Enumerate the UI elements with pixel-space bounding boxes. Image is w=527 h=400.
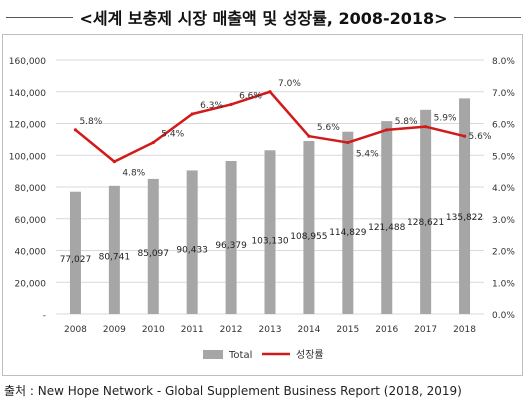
y-right-tick-label: 0.0% [492, 311, 515, 321]
y-right-tick-label: 4.0% [492, 184, 515, 194]
growth-value-label: 5.4% [356, 150, 379, 160]
y-left-tick-label: 140,000 [9, 89, 46, 99]
y-right-tick-label: 6.0% [492, 121, 515, 131]
x-tick-label: 2017 [414, 325, 437, 335]
growth-point [268, 90, 272, 94]
y-right-tick-label: 3.0% [492, 216, 515, 226]
title-rule-right [453, 16, 522, 18]
bar [186, 170, 198, 314]
bar [108, 185, 120, 314]
x-tick-label: 2013 [259, 325, 282, 335]
growth-point [424, 125, 428, 129]
growth-value-label: 7.0% [278, 79, 301, 89]
growth-point [190, 112, 194, 116]
x-tick-label: 2012 [220, 325, 243, 335]
x-tick-label: 2008 [64, 325, 87, 335]
bar [459, 98, 471, 315]
growth-value-label: 5.6% [469, 132, 492, 142]
y-left-tick-label: 80,000 [15, 184, 47, 194]
growth-value-label: 5.8% [395, 117, 418, 127]
chart-svg: - 20,000 40,000 60,000 80,000 100,000 120,000 1… [9, 57, 516, 361]
chart-title: <세계 보충제 시장 매출액 및 성장률, 2008-2018> [79, 9, 448, 28]
bar-value-label: 128,621 [407, 218, 444, 228]
legend-label-growth: 성장률 [296, 349, 324, 361]
growth-point [151, 140, 155, 145]
bar-value-label: 85,097 [138, 249, 170, 259]
y-left-tick-label: - [43, 311, 46, 321]
bar [69, 191, 81, 314]
growth-value-label: 5.9% [434, 114, 457, 124]
chart-frame [2, 34, 523, 376]
growth-point [73, 128, 78, 132]
x-tick-label: 2015 [336, 325, 359, 335]
bar-value-label: 135,822 [446, 213, 483, 223]
bar-value-label: 80,741 [99, 252, 131, 262]
bar-value-label: 108,955 [290, 232, 327, 242]
growth-point [346, 140, 350, 145]
growth-value-label: 6.6% [239, 91, 262, 101]
bar [147, 178, 159, 314]
bar [264, 150, 276, 314]
growth-value-label: 5.4% [161, 130, 184, 140]
title-rule-left [6, 16, 74, 18]
title-row: <세계 보충제 시장 매출액 및 성장률, 2008-2018> [0, 4, 527, 30]
x-tick-label: 2009 [103, 325, 126, 335]
x-tick-label: 2018 [453, 325, 476, 335]
x-tick-label: 2014 [297, 325, 320, 335]
y-left-tick-label: 20,000 [15, 279, 47, 289]
bar [381, 121, 393, 314]
y-left-tick-label: 160,000 [9, 57, 46, 67]
y-right-tick-label: 2.0% [492, 248, 515, 258]
bar-value-label: 90,433 [176, 245, 208, 255]
growth-value-label: 4.8% [122, 169, 145, 179]
y-left-tick-label: 120,000 [9, 121, 46, 131]
growth-point [307, 134, 311, 138]
growth-point [229, 102, 233, 107]
bar-value-label: 114,829 [329, 228, 366, 238]
y-left-tick-label: 40,000 [15, 248, 47, 258]
source-note: 출처 : New Hope Network - Global Supplemen… [4, 384, 462, 398]
legend-label-total: Total [228, 350, 252, 361]
growth-point [112, 160, 116, 164]
bar [303, 141, 315, 314]
bar [225, 160, 237, 314]
y-right-tick-label: 7.0% [492, 89, 515, 99]
bar-value-label: 77,027 [60, 255, 92, 265]
growth-point [385, 128, 389, 132]
bar-value-label: 121,488 [368, 223, 405, 233]
growth-value-label: 6.3% [200, 101, 223, 111]
x-tick-label: 2010 [142, 325, 165, 335]
y-right-tick-label: 1.0% [492, 279, 515, 289]
growth-value-label: 5.8% [79, 117, 102, 127]
bar-value-label: 103,130 [251, 236, 288, 246]
x-tick-label: 2011 [181, 325, 204, 335]
y-left-tick-label: 100,000 [9, 152, 46, 162]
bar [342, 131, 354, 314]
y-left-tick-label: 60,000 [15, 216, 47, 226]
x-tick-label: 2016 [375, 325, 398, 335]
bar [420, 109, 432, 314]
bar-value-label: 96,379 [215, 241, 247, 251]
y-right-tick-label: 8.0% [492, 57, 515, 67]
legend-swatch-total [203, 350, 223, 359]
growth-point [462, 134, 467, 138]
growth-value-label: 5.6% [317, 123, 340, 133]
y-right-tick-label: 5.0% [492, 152, 515, 162]
